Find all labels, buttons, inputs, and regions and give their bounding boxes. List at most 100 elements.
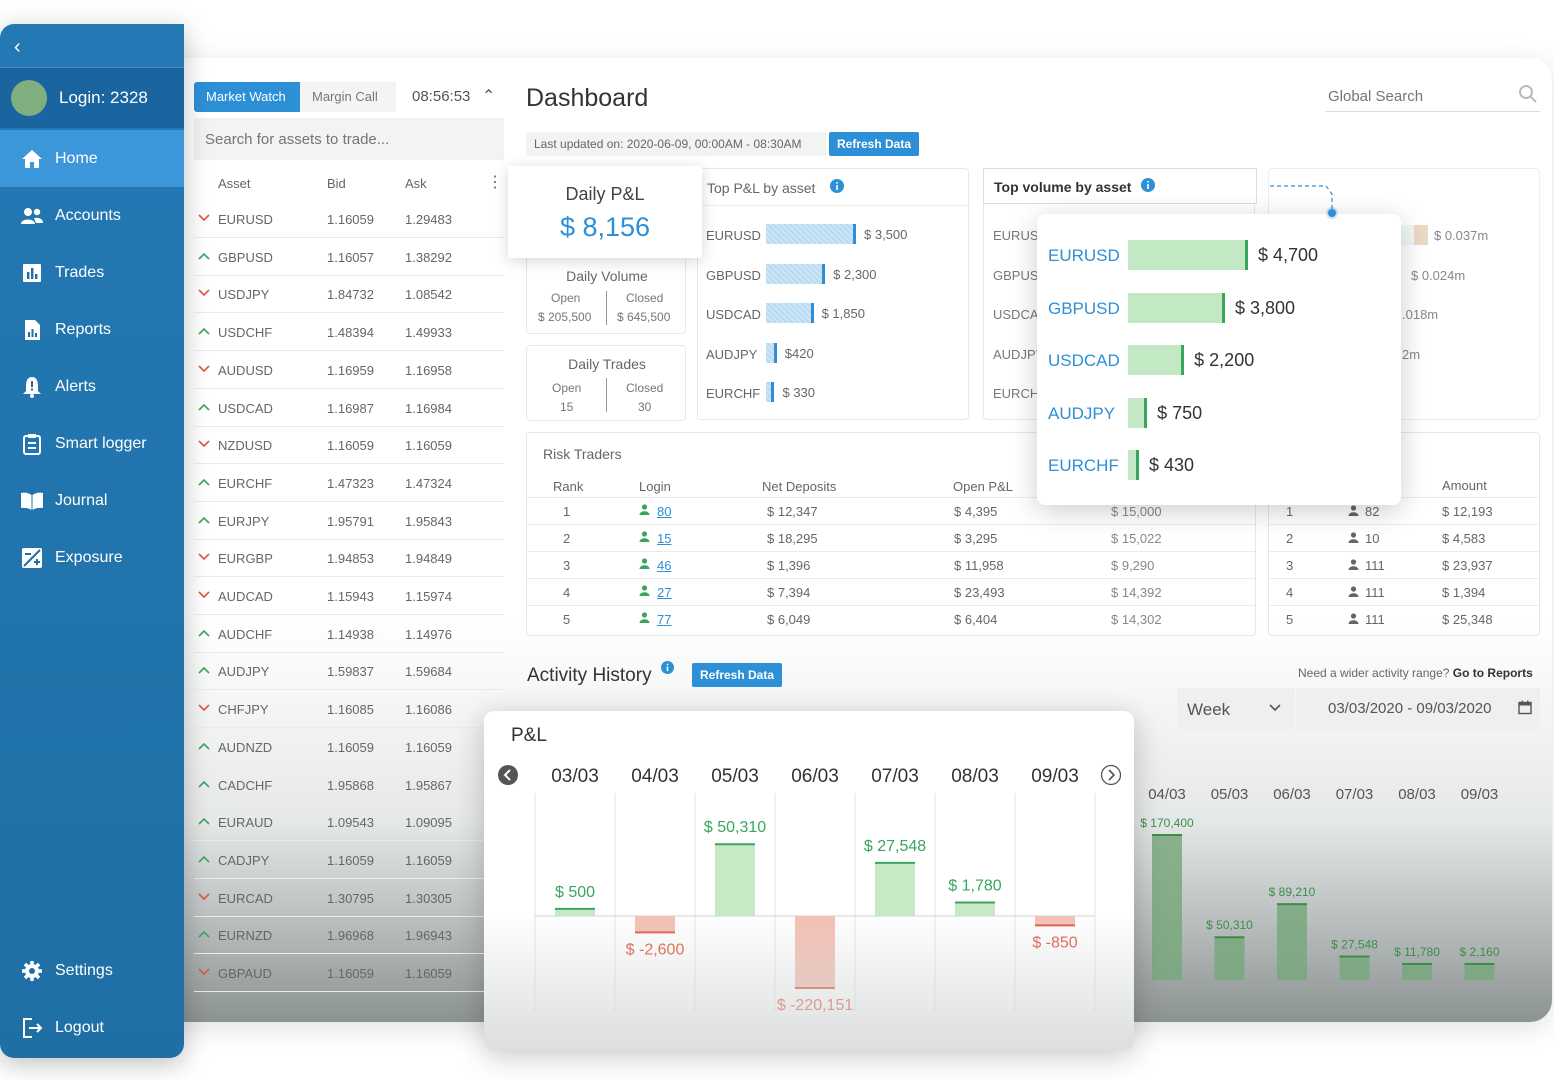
data-label: $ -220,151 xyxy=(777,997,854,1014)
open-pl-value: $ 3,295 xyxy=(954,531,998,546)
arrow-up-icon xyxy=(198,400,210,414)
table-row[interactable]: AUDCAD 1.15943 1.15974 xyxy=(194,577,504,615)
chevron-left-icon[interactable]: ‹ xyxy=(14,36,21,58)
table-row[interactable]: EURCAD 1.30795 1.30305 xyxy=(194,879,504,917)
info-icon[interactable] xyxy=(1141,178,1155,192)
activity-refresh-button[interactable]: Refresh Data xyxy=(692,663,783,687)
col-amount[interactable]: Amount xyxy=(1442,478,1487,493)
login-link[interactable]: 80 xyxy=(657,504,672,519)
sidebar-item-settings[interactable]: Settings xyxy=(0,942,184,999)
login-block[interactable]: Login: 2328 xyxy=(0,68,184,128)
sidebar-item-alerts[interactable]: Alerts xyxy=(0,358,184,415)
search-icon[interactable] xyxy=(1518,84,1538,104)
bid-value: 1.84732 xyxy=(327,287,374,303)
arrow-up-icon xyxy=(198,927,210,941)
top-volume-row[interactable]: AUDJPY $ 750 xyxy=(1048,397,1388,430)
sidebar-item-trades[interactable]: Trades xyxy=(0,244,184,301)
table-row[interactable]: CHFJPY 1.16085 1.16086 xyxy=(194,690,504,729)
login-link[interactable]: 77 xyxy=(657,612,672,627)
table-row[interactable]: 1 82 $ 12,193 xyxy=(1269,497,1539,524)
sidebar-item-accounts[interactable]: Accounts xyxy=(0,187,184,244)
table-row[interactable]: 3 46 $ 1,396 $ 11,958 $ 9,290 xyxy=(527,551,1255,578)
table-row[interactable]: GBPAUD 1.16059 1.16059 xyxy=(194,954,504,992)
sidebar-item-journal[interactable]: Journal xyxy=(0,472,184,529)
sidebar-item-reports[interactable]: Reports xyxy=(0,301,184,358)
arrow-down-icon xyxy=(198,890,210,904)
table-row[interactable]: AUDNZD 1.16059 1.16059 xyxy=(194,728,504,766)
col-bid[interactable]: Bid xyxy=(327,176,346,191)
global-search-input[interactable] xyxy=(1325,82,1540,112)
tab-market-watch[interactable]: Market Watch xyxy=(194,82,300,112)
table-row[interactable]: 2 15 $ 18,295 $ 3,295 $ 15,022 xyxy=(527,524,1255,551)
tab-margin-call[interactable]: Margin Call xyxy=(300,82,396,112)
more-vertical-icon[interactable]: ⋮ xyxy=(487,174,503,191)
open-pl-value: $ 6,404 xyxy=(954,612,998,627)
arrow-down-icon xyxy=(198,965,210,979)
user-icon xyxy=(1348,612,1359,627)
data-label: $ 500 xyxy=(555,884,595,901)
table-row[interactable]: 5 77 $ 6,049 $ 6,404 $ 14,302 xyxy=(527,605,1255,632)
refresh-data-button[interactable]: Refresh Data xyxy=(829,132,920,156)
user-icon xyxy=(639,558,650,572)
asset-symbol: EURUSD xyxy=(706,228,761,243)
login-link[interactable]: 15 xyxy=(657,531,672,546)
top-volume-row[interactable]: EURUSD $ 4,700 xyxy=(1048,240,1388,272)
table-row[interactable]: USDJPY 1.84732 1.08542 xyxy=(194,275,504,314)
col-login[interactable]: Login xyxy=(639,479,671,494)
col-net-deposits[interactable]: Net Deposits xyxy=(762,479,837,494)
ask-value: 1.47324 xyxy=(405,475,452,491)
table-row[interactable]: CADJPY 1.16059 1.16059 xyxy=(194,841,504,879)
date-range-picker[interactable]: 03/03/2020 - 09/03/2020 xyxy=(1296,688,1540,730)
asset-symbol: USDCAD xyxy=(218,400,273,416)
ask-value: 1.16059 xyxy=(405,739,452,755)
go-to-reports-link[interactable]: Go to Reports xyxy=(1452,666,1533,680)
data-label: $ 170,400 xyxy=(1140,816,1194,830)
login-link[interactable]: 27 xyxy=(657,585,672,600)
table-row[interactable]: AUDUSD 1.16959 1.16958 xyxy=(194,351,504,389)
avatar[interactable] xyxy=(11,80,47,116)
col-ask[interactable]: Ask xyxy=(405,176,427,191)
data-label: $ 1,780 xyxy=(948,877,1001,894)
user-icon xyxy=(1348,558,1359,573)
table-row[interactable]: AUDJPY 1.59837 1.59684 xyxy=(194,652,504,691)
table-row[interactable]: EURJPY 1.95791 1.95843 xyxy=(194,502,504,540)
top-volume-row[interactable]: GBPUSD $ 3,800 xyxy=(1048,292,1388,325)
top-volume-row[interactable]: EURCHF $ 430 xyxy=(1048,450,1388,482)
table-row[interactable]: EURGBP 1.94853 1.94849 xyxy=(194,539,504,578)
period-select[interactable]: Week xyxy=(1177,688,1295,730)
sidebar-item-smart-logger[interactable]: Smart logger xyxy=(0,415,184,472)
table-row[interactable]: 5 111 $ 25,348 xyxy=(1269,605,1539,632)
sidebar-item-exposure[interactable]: Exposure xyxy=(0,529,184,586)
table-row[interactable]: 4 111 $ 1,394 xyxy=(1269,578,1539,605)
top-volume-row[interactable]: USDCAD $ 2,200 xyxy=(1048,345,1388,377)
table-row[interactable]: 2 10 $ 4,583 xyxy=(1269,524,1539,551)
table-row[interactable]: NZDUSD 1.16059 1.16059 xyxy=(194,426,504,465)
table-row[interactable]: GBPUSD 1.16057 1.38292 xyxy=(194,238,504,276)
table-row[interactable]: CADCHF 1.95868 1.95867 xyxy=(194,766,504,804)
sidebar-item-home[interactable]: Home xyxy=(0,130,184,187)
table-row[interactable]: AUDCHF 1.14938 1.14976 xyxy=(194,615,504,653)
table-row[interactable]: 3 111 $ 23,937 xyxy=(1269,551,1539,578)
col-asset[interactable]: Asset xyxy=(218,176,251,191)
chevron-up-icon[interactable]: ⌃ xyxy=(482,88,496,105)
col-open-pl[interactable]: Open P&L xyxy=(953,479,1013,494)
login-link[interactable]: 46 xyxy=(657,558,672,573)
table-row[interactable]: USDCHF 1.48394 1.49933 xyxy=(194,313,504,352)
table-row[interactable]: EURUSD 1.16059 1.29483 xyxy=(194,200,504,238)
table-row[interactable]: EURCHF 1.47323 1.47324 xyxy=(194,464,504,502)
asset-search-input[interactable] xyxy=(194,118,504,160)
table-row[interactable]: EURAUD 1.09543 1.09095 xyxy=(194,803,504,842)
sidebar-item-logout[interactable]: Logout xyxy=(0,999,184,1056)
x-tick-label: 03/03 xyxy=(551,766,599,787)
table-row[interactable]: USDCAD 1.16987 1.16984 xyxy=(194,389,504,427)
table-row[interactable]: EURNZD 1.96968 1.96943 xyxy=(194,916,504,955)
login-value: 111 xyxy=(1365,558,1385,573)
col-rank[interactable]: Rank xyxy=(553,479,584,494)
volume-value: $ 2,200 xyxy=(1194,350,1255,370)
table-row[interactable]: 4 27 $ 7,394 $ 23,493 $ 14,392 xyxy=(527,578,1255,605)
table-row[interactable]: 1 80 $ 12,347 $ 4,395 $ 15,000 xyxy=(527,497,1255,524)
info-icon[interactable] xyxy=(830,179,844,193)
login-value: 111 xyxy=(1365,585,1385,600)
info-icon[interactable] xyxy=(661,661,674,674)
daily-volume-open-label: Open xyxy=(551,291,581,305)
